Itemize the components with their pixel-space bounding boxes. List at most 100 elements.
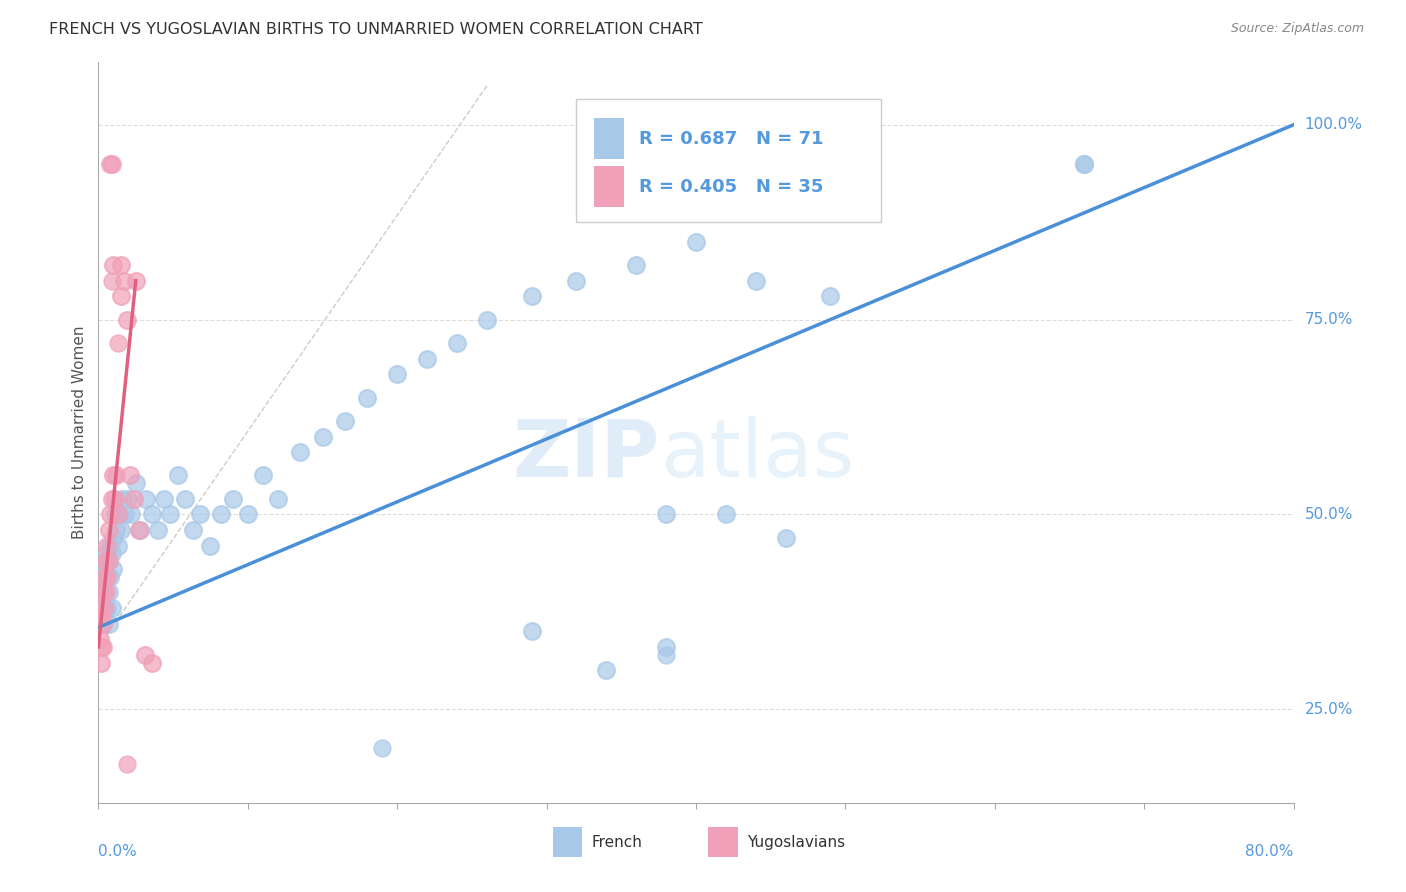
Point bbox=[104, 491, 127, 506]
Bar bbox=[595, 166, 624, 207]
Point bbox=[89, 601, 111, 615]
Point bbox=[97, 523, 120, 537]
Point bbox=[105, 523, 128, 537]
Point bbox=[96, 601, 118, 615]
Text: Yugoslavians: Yugoslavians bbox=[748, 835, 845, 849]
Point bbox=[120, 508, 142, 522]
Point bbox=[134, 648, 156, 662]
Point bbox=[626, 258, 648, 272]
Point bbox=[98, 539, 122, 553]
Point bbox=[93, 601, 115, 615]
Point bbox=[820, 289, 842, 303]
Point bbox=[166, 468, 188, 483]
Point bbox=[209, 508, 232, 522]
Point bbox=[97, 616, 120, 631]
Point bbox=[101, 274, 124, 288]
Point bbox=[188, 508, 211, 522]
Point bbox=[97, 554, 120, 568]
Point bbox=[91, 585, 114, 599]
Point bbox=[96, 539, 118, 553]
Text: 80.0%: 80.0% bbox=[1246, 845, 1294, 860]
Point bbox=[94, 570, 117, 584]
Point bbox=[101, 157, 124, 171]
Point bbox=[108, 508, 131, 522]
Point bbox=[98, 508, 122, 522]
Text: ZIP: ZIP bbox=[513, 416, 661, 494]
Point bbox=[1073, 157, 1095, 171]
Point bbox=[475, 312, 498, 326]
Point bbox=[96, 570, 118, 584]
Point bbox=[114, 508, 136, 522]
Point bbox=[118, 468, 141, 483]
Point bbox=[141, 508, 163, 522]
Text: R = 0.687   N = 71: R = 0.687 N = 71 bbox=[638, 129, 823, 148]
Point bbox=[311, 429, 333, 443]
Point bbox=[91, 570, 114, 584]
Point bbox=[97, 585, 120, 599]
Point bbox=[595, 663, 617, 677]
Point bbox=[101, 491, 124, 506]
Point bbox=[288, 445, 311, 459]
Point bbox=[128, 523, 150, 537]
Point bbox=[98, 570, 122, 584]
Point bbox=[91, 601, 114, 615]
Point bbox=[159, 508, 181, 522]
Point bbox=[89, 570, 111, 584]
Point bbox=[104, 508, 127, 522]
Point bbox=[125, 476, 148, 491]
Point bbox=[267, 491, 290, 506]
Point bbox=[107, 508, 129, 522]
Point bbox=[112, 274, 135, 288]
Point bbox=[105, 468, 128, 483]
Text: 0.0%: 0.0% bbox=[98, 845, 138, 860]
Point bbox=[94, 554, 117, 568]
Point bbox=[96, 546, 118, 560]
Point bbox=[520, 624, 543, 639]
Point bbox=[446, 336, 468, 351]
Point bbox=[90, 585, 112, 599]
Point bbox=[115, 756, 138, 771]
Point bbox=[181, 523, 204, 537]
Point bbox=[101, 546, 124, 560]
Point bbox=[148, 523, 170, 537]
Point bbox=[91, 616, 114, 631]
Point bbox=[111, 491, 134, 506]
Text: atlas: atlas bbox=[661, 416, 855, 494]
Point bbox=[93, 608, 115, 623]
Point bbox=[236, 508, 259, 522]
Text: R = 0.405   N = 35: R = 0.405 N = 35 bbox=[638, 178, 823, 196]
Point bbox=[655, 640, 678, 654]
Point bbox=[685, 235, 707, 249]
Point bbox=[107, 336, 129, 351]
Text: Source: ZipAtlas.com: Source: ZipAtlas.com bbox=[1230, 22, 1364, 36]
Text: 25.0%: 25.0% bbox=[1305, 702, 1353, 717]
Bar bbox=[595, 118, 624, 159]
Point bbox=[141, 656, 163, 670]
Text: 50.0%: 50.0% bbox=[1305, 507, 1353, 522]
Point bbox=[416, 351, 439, 366]
FancyBboxPatch shape bbox=[576, 99, 882, 221]
Point bbox=[90, 656, 112, 670]
Point bbox=[90, 640, 112, 654]
Point bbox=[117, 491, 139, 506]
Point bbox=[94, 601, 117, 615]
Point bbox=[745, 274, 768, 288]
Point bbox=[93, 570, 115, 584]
Point bbox=[110, 289, 132, 303]
Point bbox=[520, 289, 543, 303]
Point bbox=[125, 274, 148, 288]
Point bbox=[103, 531, 125, 545]
Point bbox=[655, 648, 678, 662]
Point bbox=[97, 554, 120, 568]
Point bbox=[91, 640, 114, 654]
Point bbox=[129, 523, 152, 537]
Point bbox=[115, 312, 138, 326]
Point bbox=[103, 258, 125, 272]
Point bbox=[101, 601, 124, 615]
Point bbox=[93, 585, 115, 599]
Text: FRENCH VS YUGOSLAVIAN BIRTHS TO UNMARRIED WOMEN CORRELATION CHART: FRENCH VS YUGOSLAVIAN BIRTHS TO UNMARRIE… bbox=[49, 22, 703, 37]
Point bbox=[107, 539, 129, 553]
Point bbox=[385, 367, 409, 381]
Text: 100.0%: 100.0% bbox=[1305, 117, 1362, 132]
Point bbox=[103, 562, 125, 576]
